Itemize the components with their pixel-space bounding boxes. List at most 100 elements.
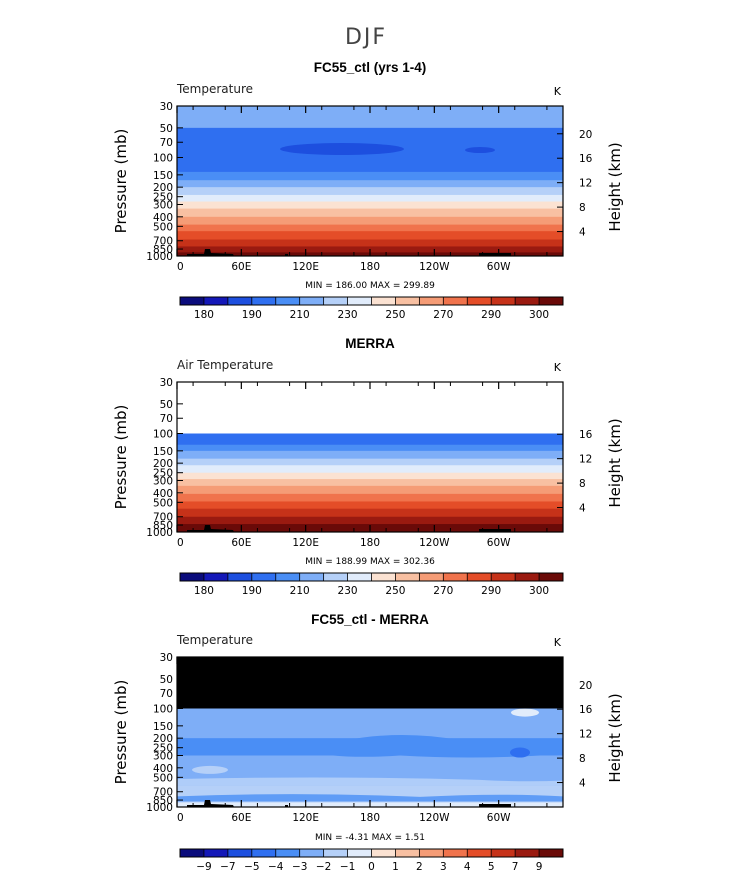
anomaly-contour — [177, 741, 260, 755]
colorbar-label: 3 — [440, 861, 447, 872]
colorbar-swatch — [443, 297, 468, 305]
x-tick-label: 120E — [292, 261, 319, 273]
panel-title: FC55_ctl - MERRA — [311, 612, 429, 627]
height-tick-label: 20 — [579, 129, 592, 141]
colorbar-label: 250 — [385, 309, 405, 321]
height-tick-label: 4 — [579, 778, 586, 790]
colorbar-swatch — [347, 297, 372, 305]
height-tick-label: 12 — [579, 454, 592, 466]
y-tick-label: 850 — [153, 244, 173, 256]
y-tick-label: 400 — [153, 212, 173, 224]
y-tick-label: 200 — [153, 733, 173, 745]
figure-title: DJF — [345, 25, 387, 50]
y-tick-label: 150 — [153, 170, 173, 182]
contour-band — [177, 485, 563, 495]
contour-band — [177, 458, 563, 466]
colorbar-swatch — [227, 849, 253, 857]
missing-data-region — [177, 657, 563, 709]
colorbar-label: 300 — [529, 309, 549, 321]
right-axis-label: Height (km) — [606, 418, 624, 507]
y-tick-label: 200 — [153, 458, 173, 470]
unit-label: K — [554, 85, 562, 98]
height-tick-label: 20 — [579, 680, 592, 692]
colorbar-swatch — [251, 297, 277, 305]
y-tick-label: 500 — [153, 497, 173, 509]
y-tick-label: 100 — [153, 704, 173, 716]
colorbar-label: 180 — [194, 309, 214, 321]
colorbar-swatch — [371, 297, 396, 305]
height-tick-label: 16 — [579, 704, 593, 716]
anomaly-contour — [305, 735, 540, 758]
x-tick-label: 60W — [487, 261, 511, 273]
min-max-stats: MIN = -4.31 MAX = 1.51 — [315, 833, 425, 843]
y-tick-label: 70 — [160, 137, 173, 149]
topography-africa — [187, 525, 234, 532]
variable-label: Air Temperature — [177, 358, 273, 372]
colorbar-label: 270 — [433, 585, 453, 597]
colorbar-label: −3 — [292, 861, 307, 872]
colorbar-swatch — [467, 849, 492, 857]
colorbar-swatch — [180, 849, 205, 857]
contour-band — [177, 450, 563, 460]
colorbar-swatch — [395, 573, 420, 581]
contour-band — [177, 224, 563, 232]
panel-title: FC55_ctl (yrs 1-4) — [314, 60, 427, 75]
colorbar-label: 210 — [290, 585, 310, 597]
colorbar-label: 230 — [338, 309, 358, 321]
x-tick-label: 120E — [292, 537, 319, 549]
colorbar-swatch — [203, 573, 229, 581]
height-tick-label: 8 — [579, 478, 586, 490]
colorbar-swatch — [491, 573, 516, 581]
y-tick-label: 700 — [153, 512, 173, 524]
x-tick-label: 0 — [177, 537, 184, 549]
colorbar-label: 270 — [433, 309, 453, 321]
colorbar-label: −7 — [220, 861, 235, 872]
colorbar-swatch — [275, 849, 300, 857]
unit-label: K — [554, 361, 562, 374]
colorbar-swatch — [275, 573, 300, 581]
contour-band — [177, 208, 563, 218]
contour-band — [177, 106, 563, 129]
colorbar-label: 180 — [194, 585, 214, 597]
colorbar-label: 250 — [385, 585, 405, 597]
colorbar-swatch — [371, 573, 396, 581]
x-tick-label: 60W — [487, 812, 511, 824]
contour-band — [177, 157, 563, 173]
y-axis-label: Pressure (mb) — [112, 405, 130, 510]
colorbar-frame — [179, 572, 564, 582]
y-tick-label: 70 — [160, 688, 173, 700]
topography-andes — [479, 804, 511, 807]
colorbar-label: 190 — [242, 585, 262, 597]
height-tick-label: 4 — [579, 227, 586, 239]
variable-label: Temperature — [176, 633, 253, 647]
y-tick-label: 1000 — [146, 251, 173, 263]
y-tick-label: 700 — [153, 787, 173, 799]
colorbar-swatch — [251, 573, 277, 581]
colorbar-swatch — [347, 849, 372, 857]
contour-band — [177, 465, 563, 474]
contour-band — [177, 201, 563, 210]
y-tick-label: 50 — [160, 399, 173, 411]
topography-island — [285, 805, 288, 807]
topography-africa — [187, 249, 234, 256]
colorbar-swatch — [299, 297, 324, 305]
contour-band — [177, 239, 563, 247]
height-tick-label: 4 — [579, 503, 586, 515]
colorbar-swatch — [227, 297, 253, 305]
x-tick-label: 60E — [231, 537, 251, 549]
x-tick-label: 180 — [360, 261, 380, 273]
contour-band — [177, 472, 563, 480]
y-axis-label: Pressure (mb) — [112, 680, 130, 785]
colorbar-swatch — [299, 849, 324, 857]
height-tick-label: 8 — [579, 753, 586, 765]
contour-band — [177, 508, 563, 518]
colorbar-swatch — [203, 297, 229, 305]
panel-title: MERRA — [345, 336, 395, 351]
colorbar-label: 7 — [512, 861, 519, 872]
colorbar-label: −5 — [244, 861, 259, 872]
colorbar-swatch — [251, 849, 277, 857]
y-tick-label: 1000 — [146, 527, 173, 539]
height-tick-label: 12 — [579, 178, 592, 190]
y-tick-label: 300 — [153, 475, 173, 487]
